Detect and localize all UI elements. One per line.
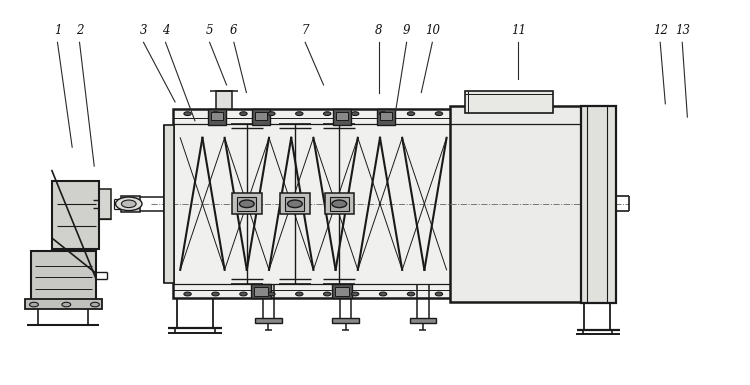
Bar	[209, 109, 226, 125]
Circle shape	[323, 292, 331, 296]
Circle shape	[116, 197, 142, 211]
Circle shape	[268, 112, 275, 116]
Bar	[251, 284, 272, 298]
Bar	[26, 299, 101, 310]
Bar	[211, 112, 223, 120]
Text: 11: 11	[511, 24, 526, 37]
Circle shape	[91, 302, 99, 307]
Bar	[164, 125, 174, 283]
Circle shape	[296, 292, 303, 296]
Circle shape	[380, 292, 387, 296]
Bar	[255, 112, 267, 120]
Bar	[31, 251, 96, 300]
Circle shape	[122, 200, 136, 208]
Bar	[216, 91, 232, 109]
Text: 7: 7	[302, 24, 309, 37]
Circle shape	[62, 302, 70, 307]
Circle shape	[184, 112, 191, 116]
Circle shape	[352, 292, 358, 296]
Circle shape	[240, 292, 247, 296]
Circle shape	[323, 112, 331, 116]
Bar	[94, 189, 111, 219]
Bar	[232, 193, 262, 214]
Text: 5: 5	[206, 24, 214, 37]
Circle shape	[407, 292, 415, 296]
Circle shape	[407, 112, 415, 116]
Circle shape	[211, 112, 219, 116]
Bar	[325, 193, 354, 214]
Bar	[336, 112, 348, 120]
Bar	[285, 197, 304, 211]
Circle shape	[268, 292, 275, 296]
Text: 1: 1	[54, 24, 62, 37]
Bar	[332, 284, 352, 298]
Bar	[380, 112, 392, 120]
Bar	[52, 181, 99, 249]
Bar	[237, 197, 256, 211]
Bar	[465, 90, 553, 112]
Bar	[252, 109, 270, 125]
Text: 8: 8	[375, 24, 382, 37]
Bar	[450, 106, 580, 302]
Text: 3: 3	[140, 24, 147, 37]
Circle shape	[332, 200, 346, 208]
Bar	[255, 318, 282, 323]
Text: 6: 6	[230, 24, 238, 37]
Text: 10: 10	[424, 24, 439, 37]
Circle shape	[29, 302, 38, 307]
Text: 9: 9	[403, 24, 410, 37]
Bar	[330, 197, 349, 211]
Bar	[122, 196, 140, 212]
Text: 4: 4	[162, 24, 170, 37]
Circle shape	[435, 112, 442, 116]
Circle shape	[296, 112, 303, 116]
Bar	[377, 109, 394, 125]
Circle shape	[352, 112, 358, 116]
Circle shape	[211, 292, 219, 296]
Bar	[254, 287, 268, 296]
Circle shape	[435, 292, 442, 296]
Circle shape	[380, 112, 387, 116]
Circle shape	[184, 292, 191, 296]
Text: 12: 12	[652, 24, 668, 37]
Circle shape	[287, 200, 302, 208]
Bar	[280, 193, 310, 214]
Bar	[332, 318, 358, 323]
Bar	[580, 106, 616, 303]
Bar	[172, 109, 580, 298]
Circle shape	[240, 112, 247, 116]
Bar	[333, 109, 351, 125]
Bar	[410, 318, 436, 323]
Bar	[335, 287, 349, 296]
Text: 2: 2	[76, 24, 83, 37]
Text: 13: 13	[675, 24, 690, 37]
Circle shape	[239, 200, 254, 208]
